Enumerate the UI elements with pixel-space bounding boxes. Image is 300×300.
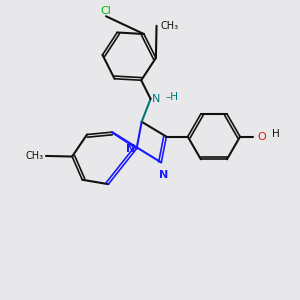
Text: CH₃: CH₃ [161, 21, 179, 31]
Text: Cl: Cl [100, 6, 111, 16]
Text: –H: –H [166, 92, 178, 101]
Text: O: O [257, 132, 266, 142]
Text: N: N [126, 143, 135, 154]
Text: N: N [159, 170, 168, 180]
Text: CH₃: CH₃ [26, 151, 44, 161]
Text: H: H [272, 129, 280, 139]
Text: N: N [152, 94, 160, 104]
